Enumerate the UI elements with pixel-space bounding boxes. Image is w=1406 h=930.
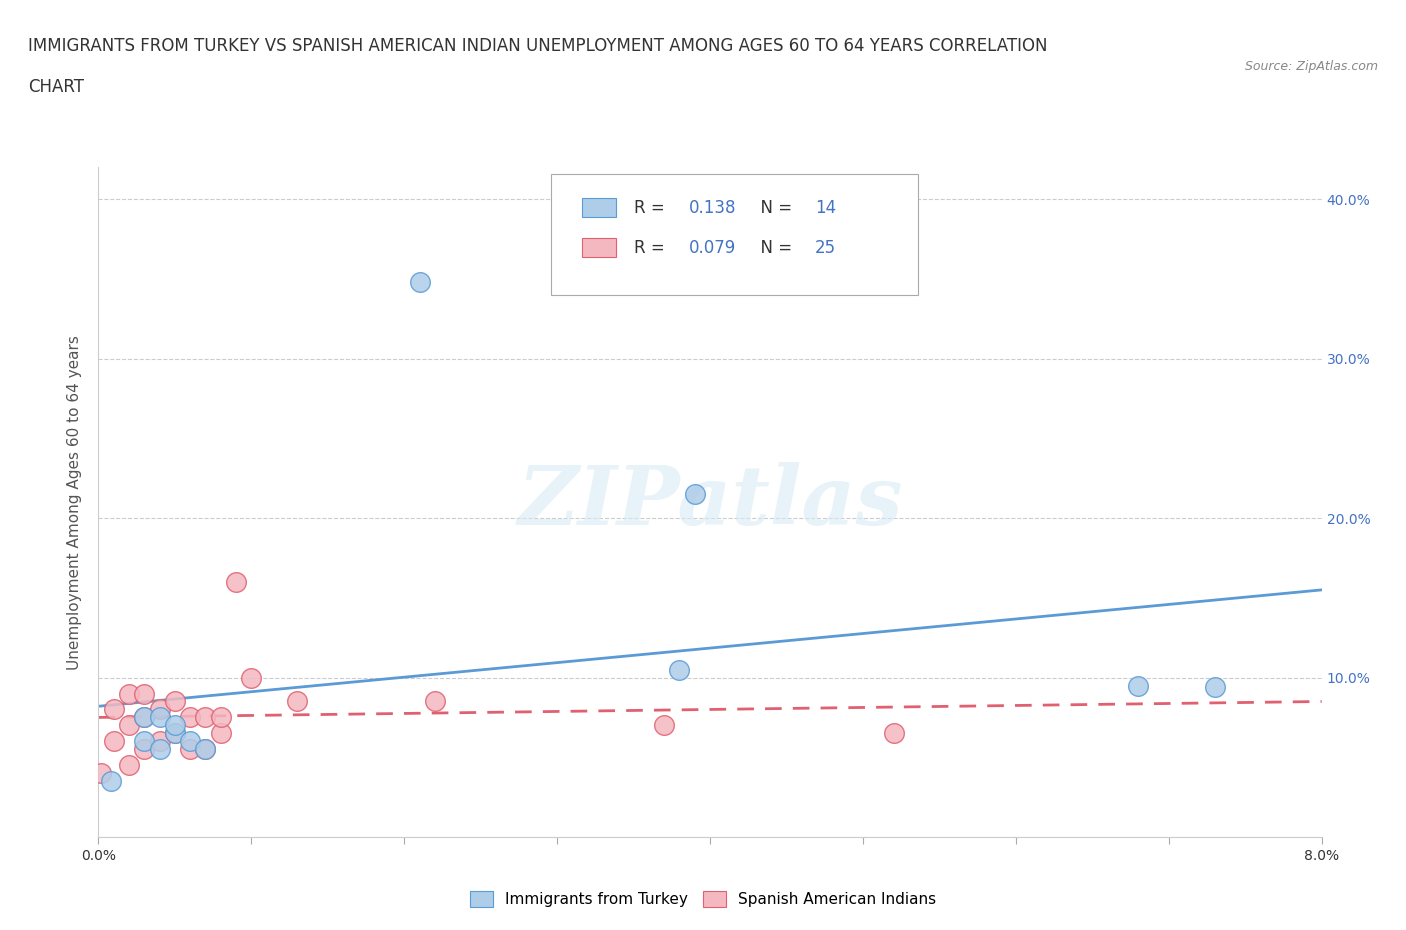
Text: IMMIGRANTS FROM TURKEY VS SPANISH AMERICAN INDIAN UNEMPLOYMENT AMONG AGES 60 TO : IMMIGRANTS FROM TURKEY VS SPANISH AMERIC… <box>28 37 1047 55</box>
Point <box>149 702 172 717</box>
Text: 0.138: 0.138 <box>689 199 737 217</box>
Point <box>163 726 186 741</box>
Y-axis label: Unemployment Among Ages 60 to 64 years: Unemployment Among Ages 60 to 64 years <box>67 335 83 670</box>
Legend: Immigrants from Turkey, Spanish American Indians: Immigrants from Turkey, Spanish American… <box>464 884 942 913</box>
Point <box>179 734 201 749</box>
Point <box>285 694 308 709</box>
Point <box>194 742 217 757</box>
Point <box>408 274 430 289</box>
Text: N =: N = <box>751 239 797 257</box>
Point <box>149 734 172 749</box>
Point <box>103 734 125 749</box>
Point <box>209 726 232 741</box>
Point <box>194 742 217 757</box>
Point <box>134 686 156 701</box>
Point <box>134 734 156 749</box>
Point <box>118 718 141 733</box>
Point <box>118 758 141 773</box>
Text: 25: 25 <box>815 239 837 257</box>
Text: N =: N = <box>751 199 797 217</box>
Text: R =: R = <box>634 199 671 217</box>
Point <box>194 710 217 724</box>
Point <box>90 765 112 780</box>
Bar <box>582 238 616 257</box>
Point <box>225 575 247 590</box>
Bar <box>582 198 616 217</box>
Text: 0.079: 0.079 <box>689 239 737 257</box>
Point <box>163 718 186 733</box>
Text: Source: ZipAtlas.com: Source: ZipAtlas.com <box>1244 60 1378 73</box>
Point <box>163 726 186 741</box>
Point <box>1128 678 1150 693</box>
Point <box>100 774 122 789</box>
Point <box>134 710 156 724</box>
Text: R =: R = <box>634 239 671 257</box>
Point <box>683 486 706 501</box>
Point <box>240 671 263 685</box>
Point <box>179 710 201 724</box>
Text: CHART: CHART <box>28 78 84 96</box>
Point <box>134 742 156 757</box>
Point <box>134 710 156 724</box>
Point <box>883 726 905 741</box>
Point <box>1204 680 1226 695</box>
Point <box>179 742 201 757</box>
Point <box>652 718 675 733</box>
Point <box>209 710 232 724</box>
Point <box>103 702 125 717</box>
FancyBboxPatch shape <box>551 174 918 295</box>
Point <box>423 694 446 709</box>
Point <box>149 710 172 724</box>
Point <box>163 694 186 709</box>
Text: ZIPatlas: ZIPatlas <box>517 462 903 542</box>
Text: 14: 14 <box>815 199 837 217</box>
Point <box>149 742 172 757</box>
Point <box>668 662 690 677</box>
Point <box>118 686 141 701</box>
